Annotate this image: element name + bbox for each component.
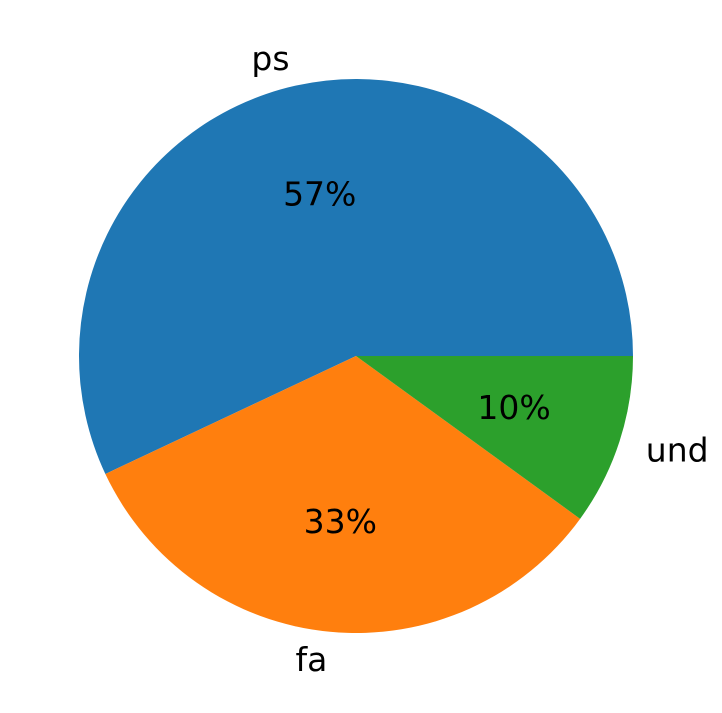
percent-label: 10% [477,388,550,427]
slice-label: ps [251,39,289,78]
percent-label: 33% [304,502,377,541]
slice-label: und [646,431,709,470]
percent-label: 57% [283,174,356,213]
slice-label: fa [295,640,327,679]
pie-slice [356,356,633,519]
pie-slice [105,356,581,633]
pie-slice [78,78,634,474]
